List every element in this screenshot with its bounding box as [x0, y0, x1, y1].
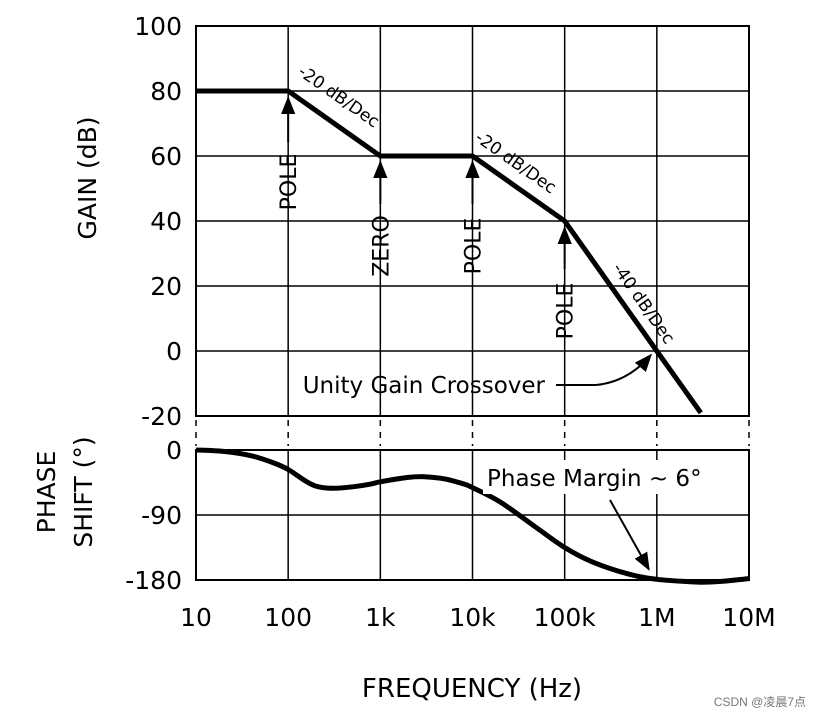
gain-y-axis-title: GAIN (dB): [73, 116, 102, 239]
x-tick-label: 10M: [722, 603, 775, 632]
phase-y-axis-title-line2: SHIFT (°): [69, 436, 98, 547]
x-axis-title: FREQUENCY (Hz): [362, 674, 582, 704]
zero-label: ZERO: [369, 215, 394, 277]
gain-y-tick-label: 80: [150, 77, 182, 106]
watermark: CSDN @凌晨7点: [714, 695, 806, 709]
gain-y-tick-label: 100: [134, 12, 182, 41]
gain-y-tick-label: 40: [150, 207, 182, 236]
gain-y-tick-label: 20: [150, 272, 182, 301]
x-tick-label: 100: [264, 603, 312, 632]
phase-margin-label: Phase Margin ~ 6°: [487, 466, 702, 492]
gain-y-tick-label: -20: [141, 402, 182, 431]
phase-curve: [195, 447, 750, 585]
pole-label: POLE: [277, 154, 302, 211]
x-tick-label: 1M: [638, 603, 675, 632]
gain-y-tick-label: 0: [166, 337, 182, 366]
x-tick-label: 100k: [534, 603, 597, 632]
phase-plot-panel: 0 -90 -180 Phase Margin ~ 6°: [125, 436, 750, 595]
phase-margin-label-bg: [483, 460, 748, 494]
pole-label: POLE: [462, 218, 487, 275]
unity-gain-crossover-label: Unity Gain Crossover: [303, 373, 546, 399]
x-axis: 10 100 1k 10k 100k 1M 10M: [180, 603, 776, 632]
phase-y-tick-label: -180: [125, 566, 182, 595]
x-tick-label: 10: [180, 603, 212, 632]
unity-gain-crossover-arrow: [556, 353, 652, 386]
phase-y-tick-label: 0: [166, 436, 182, 465]
phase-margin-arrow: [609, 499, 650, 571]
pole-label: POLE: [554, 283, 579, 340]
gain-plot-panel: 100 80 60 40 20 0 -20 POLE ZERO POLE POLE -20 dB/De…: [134, 12, 750, 431]
panel-connector-lines: [195, 420, 750, 446]
x-tick-label: 10k: [449, 603, 496, 632]
phase-y-tick-label: -90: [141, 501, 182, 530]
gain-curve: [196, 88, 703, 415]
gain-y-tick-label: 60: [150, 142, 182, 171]
slope-label: -20 dB/Dec: [294, 62, 383, 132]
x-tick-label: 1k: [365, 603, 396, 632]
phase-y-axis-title-line1: PHASE: [32, 451, 61, 534]
